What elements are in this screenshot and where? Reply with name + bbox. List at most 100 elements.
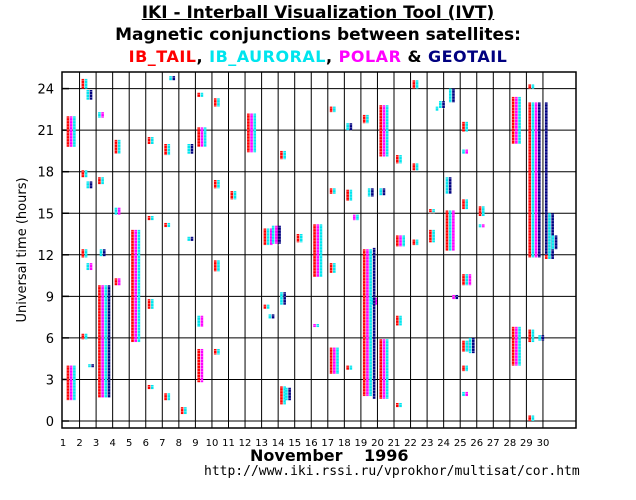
conjunction-dot (107, 322, 111, 324)
conjunction-dot (336, 372, 339, 374)
conjunction-dot (217, 352, 220, 354)
conjunction-dot (399, 316, 402, 318)
conjunction-dot (362, 346, 366, 348)
conjunction-dot (369, 346, 372, 348)
conjunction-dot (396, 316, 399, 318)
conjunction-dot (250, 126, 253, 128)
conjunction-dot (538, 247, 541, 249)
conjunction-dot (518, 127, 521, 129)
conjunction-dot (250, 141, 253, 143)
conjunction-dot (372, 338, 376, 340)
conjunction-dot (98, 322, 101, 324)
conjunction-dot (104, 397, 108, 399)
conjunction-dot (544, 109, 548, 111)
conjunction-dot (544, 250, 548, 252)
conjunction-dot (538, 109, 541, 111)
conjunction-mark (107, 285, 111, 398)
conjunction-dot (379, 349, 383, 351)
conjunction-dot (134, 326, 137, 328)
conjunction-dot (548, 229, 551, 231)
conjunction-mark (541, 335, 545, 341)
conjunction-dot (104, 307, 108, 309)
conjunction-dot (180, 414, 184, 416)
conjunction-dot (544, 226, 548, 228)
conjunction-dot (515, 115, 518, 117)
conjunction-mark (385, 105, 389, 157)
conjunction-dot (448, 238, 452, 240)
conjunction-dot (369, 301, 372, 303)
conjunction-dot (468, 278, 472, 280)
conjunction-dot (515, 97, 518, 99)
conjunction-dot (448, 211, 452, 213)
conjunction-dot (432, 210, 435, 212)
conjunction-dot (554, 245, 558, 247)
conjunction-dot (531, 130, 535, 132)
conjunction-dot (253, 117, 257, 119)
conjunction-dot (336, 354, 339, 356)
conjunction-dot (531, 208, 535, 210)
conjunction-dot (107, 370, 111, 372)
conjunction-mark (250, 113, 253, 153)
conjunction-dot (137, 269, 141, 271)
conjunction-dot (534, 124, 538, 126)
conjunction-dot (528, 199, 531, 201)
conjunction-dot (528, 160, 531, 162)
conjunction-dot (336, 369, 339, 371)
conjunction-dot (69, 372, 73, 374)
conjunction-dot (382, 139, 386, 141)
conjunction-dot (478, 213, 482, 215)
conjunction-dot (349, 369, 353, 371)
conjunction-dot (66, 381, 70, 383)
conjunction-mark (478, 206, 482, 217)
conjunction-dot (98, 379, 101, 381)
conjunction-mark (104, 285, 108, 398)
conjunction-dot (369, 322, 372, 324)
conjunction-dot (515, 136, 518, 138)
conjunction-dot (150, 217, 154, 219)
conjunction-dot (319, 255, 323, 257)
conjunction-dot (98, 286, 101, 288)
conjunction-dot (448, 89, 452, 91)
conjunction-dot (371, 298, 374, 300)
conjunction-dot (432, 239, 435, 241)
conjunction-dot (98, 388, 101, 390)
conjunction-mark (102, 249, 106, 257)
conjunction-dot (372, 320, 376, 322)
conjunction-dot (448, 223, 452, 225)
conjunction-dot (316, 246, 320, 248)
conjunction-dot (369, 313, 372, 315)
conjunction-mark (465, 149, 468, 154)
conjunction-dot (548, 238, 551, 240)
conjunction-dot (534, 133, 538, 135)
conjunction-dot (379, 346, 383, 348)
conjunction-dot (372, 290, 376, 292)
conjunction-dot (385, 343, 389, 345)
conjunction-mark (147, 384, 151, 390)
conjunction-dot (531, 333, 535, 335)
conjunction-dot (117, 211, 121, 213)
conjunction-mark (511, 96, 515, 144)
conjunction-mark (217, 348, 220, 355)
conjunction-dot (551, 256, 554, 258)
conjunction-dot (369, 295, 372, 297)
conjunction-dot (511, 142, 515, 144)
conjunction-dot (538, 190, 541, 192)
conjunction-dot (472, 344, 475, 346)
conjunction-dot (534, 235, 538, 237)
conjunction-dot (101, 343, 104, 345)
conjunction-dot (442, 102, 445, 104)
conjunction-dot (385, 106, 389, 108)
conjunction-dot (379, 145, 383, 147)
conjunction-dot (382, 370, 386, 372)
conjunction-dot (445, 247, 449, 249)
conjunction-dot (385, 157, 389, 159)
conjunction-dot (382, 367, 386, 369)
conjunction-dot (114, 211, 118, 213)
conjunction-mark (69, 365, 73, 401)
conjunction-dot (518, 97, 521, 99)
title-block: IKI - Interball Visualization Tool (IVT)… (0, 2, 636, 68)
conjunction-dot (197, 364, 200, 366)
conjunction-dot (101, 340, 104, 342)
conjunction-dot (288, 394, 291, 396)
conjunction-dot (333, 360, 336, 362)
